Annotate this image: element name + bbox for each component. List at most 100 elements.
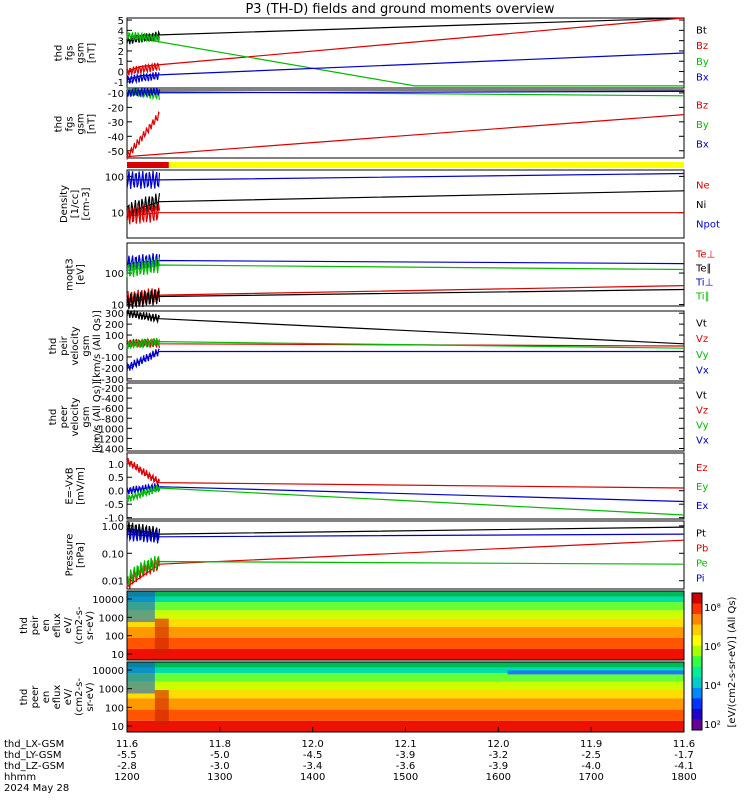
colorbar-swatch xyxy=(692,698,702,710)
colorbar-frame xyxy=(691,592,703,731)
panel-frame xyxy=(126,242,685,307)
legend-entry-Ez: Ez xyxy=(696,463,708,474)
y-tick-label: 0 xyxy=(118,342,124,353)
spectrogram-band xyxy=(127,618,684,627)
panel-ylabel-line: gsm xyxy=(81,406,92,427)
panel-ylabel-line: [cm-3] xyxy=(81,187,92,220)
y-tick-label: 3 xyxy=(118,37,124,48)
panel-ylabel-line: moqt3 xyxy=(65,258,76,291)
panel-ylabel-line: peir xyxy=(30,615,41,635)
spectrogram-band xyxy=(127,720,684,732)
y-tick-label: 10 xyxy=(111,722,124,733)
panel-ylabel-line: E=-VxB xyxy=(65,467,76,504)
series-noise-Pt xyxy=(126,521,161,540)
panel-ylabel-line: [km/s (All Qs)] xyxy=(92,310,103,382)
spectrogram-band xyxy=(127,610,684,619)
series-noise-Bz xyxy=(126,110,160,160)
x-row-value: -3.9 xyxy=(396,750,416,761)
legend-entry-Vz: Vz xyxy=(696,405,708,416)
panel-temperature: 100 10 Te⊥ Te∥ Ti⊥ Ti∥ xyxy=(105,242,715,312)
spectrogram-disturbance xyxy=(154,618,169,654)
panel-ylabel-line: [nT] xyxy=(87,43,98,63)
y-tick-label: 1.0 xyxy=(108,460,124,471)
y-tick-label: 2 xyxy=(118,47,124,58)
y-tick-label: 0.10 xyxy=(102,549,124,560)
panel-ylabel-line: thd xyxy=(19,689,30,706)
x-row-value: 1400 xyxy=(300,772,325,783)
legend-entry-Vt: Vt xyxy=(696,390,707,401)
x-axis-date: 2024 May 28 xyxy=(4,783,69,794)
panel-ylabel-line: gsm xyxy=(76,42,87,63)
y-tick-label: 0.0 xyxy=(108,487,124,498)
spectrogram-band xyxy=(507,670,684,675)
series-noise-Pb xyxy=(126,557,161,589)
panel-frame xyxy=(126,17,685,89)
status-bar xyxy=(127,162,684,168)
series-noise-Vy xyxy=(126,336,161,350)
panel-pressure: 1.00 0.10 0.01 Pt Pb Pe Pi xyxy=(102,520,708,590)
legend-entry-Bx: Bx xyxy=(696,139,709,150)
panel-ylabel-line: gsm xyxy=(81,335,92,356)
colorbar-swatch xyxy=(692,656,702,668)
colorbar-swatch xyxy=(692,624,702,636)
x-row-value: -4.0 xyxy=(581,761,601,772)
y-tick-label: 100 xyxy=(105,269,124,280)
panel-ylabel-line: eflux xyxy=(52,685,63,710)
panel-ylabel-line: peer xyxy=(59,405,70,429)
x-row-value: 1500 xyxy=(393,772,418,783)
x-row-value: -3.9 xyxy=(489,761,509,772)
colorbar-tick-label: 10⁶ xyxy=(704,642,721,653)
spectrogram-band xyxy=(127,709,684,721)
colorbar-tick-label: 10⁴ xyxy=(704,681,721,692)
x-row-label: hhmm xyxy=(4,772,36,783)
x-row-value: -5.5 xyxy=(117,750,137,761)
y-tick-label: -300 xyxy=(101,375,124,386)
spectrogram-band xyxy=(127,626,684,638)
panel-frame xyxy=(126,169,685,239)
spectrogram-band xyxy=(127,698,684,710)
series-noise-Pe xyxy=(126,556,161,585)
series-noise-Ez xyxy=(126,458,161,485)
x-row-value: 11.6 xyxy=(116,739,138,750)
x-row-value: 1800 xyxy=(671,772,696,783)
panel-ylabel: thd peir velocity gsm [km/s (All Qs)] xyxy=(48,310,103,382)
x-row-label: thd_LY-GSM xyxy=(4,750,61,761)
y-tick-label: 0.01 xyxy=(102,577,124,588)
series-noise-Bx xyxy=(126,86,161,98)
colorbar-swatch xyxy=(692,635,702,647)
spectrogram-ylabel: thd peer en eflux eV/(cm2-s-sr-eV) xyxy=(19,678,96,716)
panel-frame xyxy=(126,452,685,520)
legend-entry-Vz: Vz xyxy=(696,334,708,345)
y-tick-label: 4 xyxy=(118,26,124,37)
panel-ylabel-line: velocity xyxy=(70,397,81,436)
panel-ylabel-line: Pressure xyxy=(65,534,76,577)
panel-ylabel-line: [mV/m] xyxy=(76,467,87,505)
panel-frame xyxy=(126,520,685,590)
panel-ylabel-line: thd xyxy=(48,338,59,355)
y-tick-label: -200 xyxy=(101,384,124,395)
y-tick-label: 10 xyxy=(111,301,124,312)
y-tick-label: 10000 xyxy=(92,595,124,606)
spectrogram-band xyxy=(127,662,684,668)
series-noise-Pi xyxy=(126,527,161,544)
legend-entry-Vx: Vx xyxy=(696,365,709,376)
x-row-value: -2.8 xyxy=(117,761,137,772)
y-tick-label: -40 xyxy=(108,132,124,143)
x-row-value: 12.0 xyxy=(302,739,324,750)
panel-ylabel-line: Density xyxy=(59,185,70,223)
series-noise-Ti∥ xyxy=(126,257,161,278)
y-tick-label: -800 xyxy=(101,414,124,425)
colorbar-label: [eV/(cm2-s-sr-eV)] (All Qs) xyxy=(727,596,738,727)
y-tick-label: -1200 xyxy=(95,434,124,445)
colorbar: 10⁸ 10⁶ 10⁴ 10² [eV/(cm2-s-sr-eV)] (All Qs) xyxy=(691,592,738,731)
panel-ylabel: E=-VxB [mV/m] xyxy=(65,467,87,505)
panel-ylabel: thd peer velocity gsm [km/s (All Qs)] xyxy=(48,381,103,453)
y-tick-label: 10 xyxy=(111,650,124,661)
panel-ylabel: moqt3 [eV] xyxy=(65,258,87,291)
y-tick-label: -50 xyxy=(108,147,124,158)
y-tick-label: -600 xyxy=(101,404,124,415)
legend-entry-By: By xyxy=(696,57,709,68)
x-row-label: thd_LX-GSM xyxy=(4,739,64,750)
